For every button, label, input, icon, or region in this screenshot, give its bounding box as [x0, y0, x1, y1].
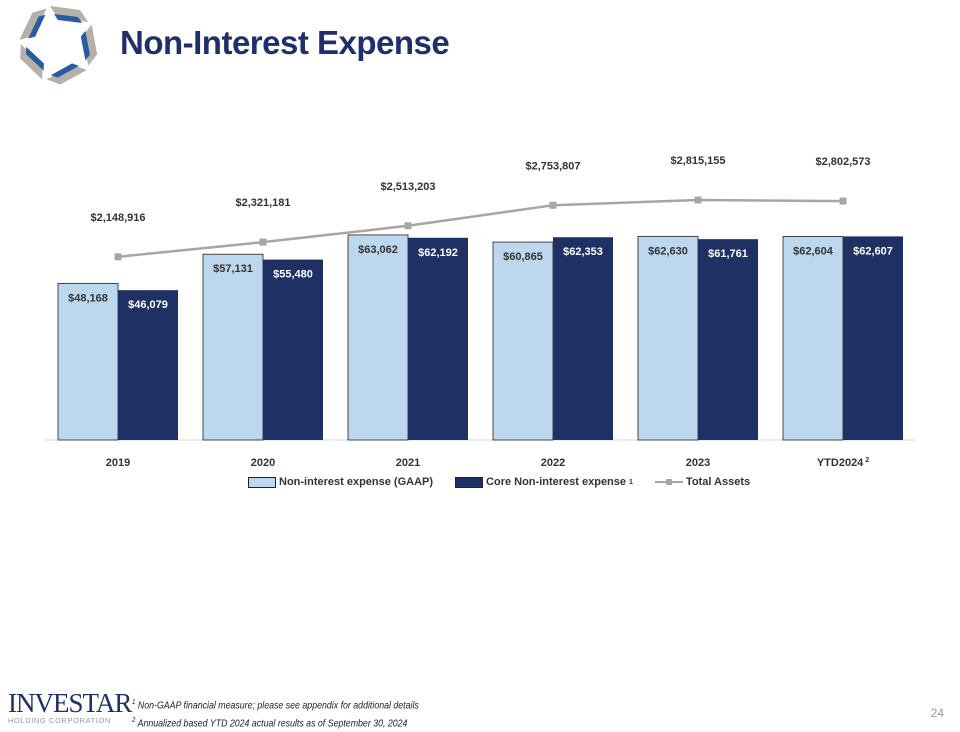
bar-core	[408, 237, 468, 440]
legend-line-marker	[654, 479, 683, 485]
data-label: $55,480	[273, 269, 313, 281]
total-assets-label: $2,802,573	[815, 156, 870, 168]
bar-gaap	[202, 253, 264, 441]
bar-core	[263, 259, 323, 440]
data-label: $60,865	[503, 251, 543, 263]
bar-gaap	[782, 236, 844, 441]
legend: Non-interest expense (GAAP) Core Non-int…	[248, 476, 750, 488]
x-tick-label: 2023	[686, 457, 710, 469]
legend-label: Total Assets	[685, 476, 751, 488]
total-assets-label: $2,148,916	[90, 212, 145, 224]
total-assets-marker	[839, 197, 847, 205]
total-assets-marker	[404, 222, 412, 230]
legend-label: Non-interest expense (GAAP)	[279, 476, 434, 488]
bar-gaap	[57, 282, 119, 441]
legend-swatch	[248, 476, 276, 488]
bar-gaap	[347, 234, 409, 441]
total-assets-label: $2,815,155	[670, 155, 725, 167]
data-label: $48,168	[68, 292, 108, 304]
total-assets-line	[117, 198, 844, 259]
data-label: $62,607	[853, 245, 893, 257]
total-assets-label: $2,513,203	[380, 181, 435, 193]
brand-subtitle: HOLDING CORPORATION	[8, 716, 111, 725]
footnote-text: Non-GAAP financial measure; please see a…	[137, 700, 419, 712]
total-assets-marker	[114, 253, 122, 261]
bar-core	[553, 237, 613, 440]
footnote-text: Annualized based YTD 2024 actual results…	[137, 718, 408, 730]
data-label: $62,192	[418, 247, 458, 259]
data-label: $62,353	[563, 246, 603, 258]
data-label: $57,131	[213, 263, 253, 275]
data-label: $46,079	[128, 299, 168, 311]
footnote-1: 1 Non-GAAP financial measure; please see…	[132, 695, 419, 713]
x-tick-label: YTD2024 2	[817, 457, 869, 469]
x-tick-label: 2020	[251, 457, 275, 469]
data-label: $62,630	[648, 245, 688, 257]
total-assets-marker	[694, 196, 702, 204]
legend-label: Core Non-interest expense	[486, 476, 627, 488]
legend-swatch	[455, 476, 484, 488]
bar-core	[118, 290, 178, 440]
page-number: 24	[930, 706, 944, 720]
footnote-mark: 1	[132, 699, 136, 706]
data-label: $61,761	[708, 248, 748, 260]
chart: $48,168 $46,079 2019 $57,131 $55,480 2020 $63,…	[45, 155, 915, 469]
total-assets-marker	[549, 201, 557, 209]
footnotes: 1 Non-GAAP financial measure; please see…	[132, 695, 419, 732]
footnote-mark: 2	[132, 717, 136, 725]
total-assets-label: $2,321,181	[235, 197, 290, 209]
investar-logo: INVESTAR HOLDING CORPORATION	[8, 688, 132, 726]
page-title: Non-Interest Expense	[120, 24, 450, 61]
legend-gaap: Non-interest expense (GAAP)	[248, 476, 433, 488]
bar-gaap	[492, 241, 554, 441]
data-label: $63,062	[358, 244, 398, 256]
data-label: $62,604	[793, 245, 834, 257]
legend-core: Core Non-interest expense 1	[455, 476, 633, 488]
total-assets-label: $2,753,807	[525, 160, 580, 172]
bar-gaap	[637, 235, 699, 441]
bar-core	[843, 236, 903, 440]
x-tick-label: 2022	[541, 457, 565, 469]
total-assets-marker	[259, 238, 267, 246]
brand-name: INVESTAR	[8, 688, 132, 718]
legend-superscript: 1	[629, 478, 633, 486]
x-tick-label: 2021	[396, 457, 420, 469]
company-logo	[11, 3, 104, 87]
footnote-2: 2 Annualized based YTD 2024 actual resul…	[132, 713, 419, 731]
bar-core	[698, 239, 758, 440]
x-tick-label: 2019	[106, 457, 130, 469]
legend-assets: Total Assets	[654, 476, 751, 488]
